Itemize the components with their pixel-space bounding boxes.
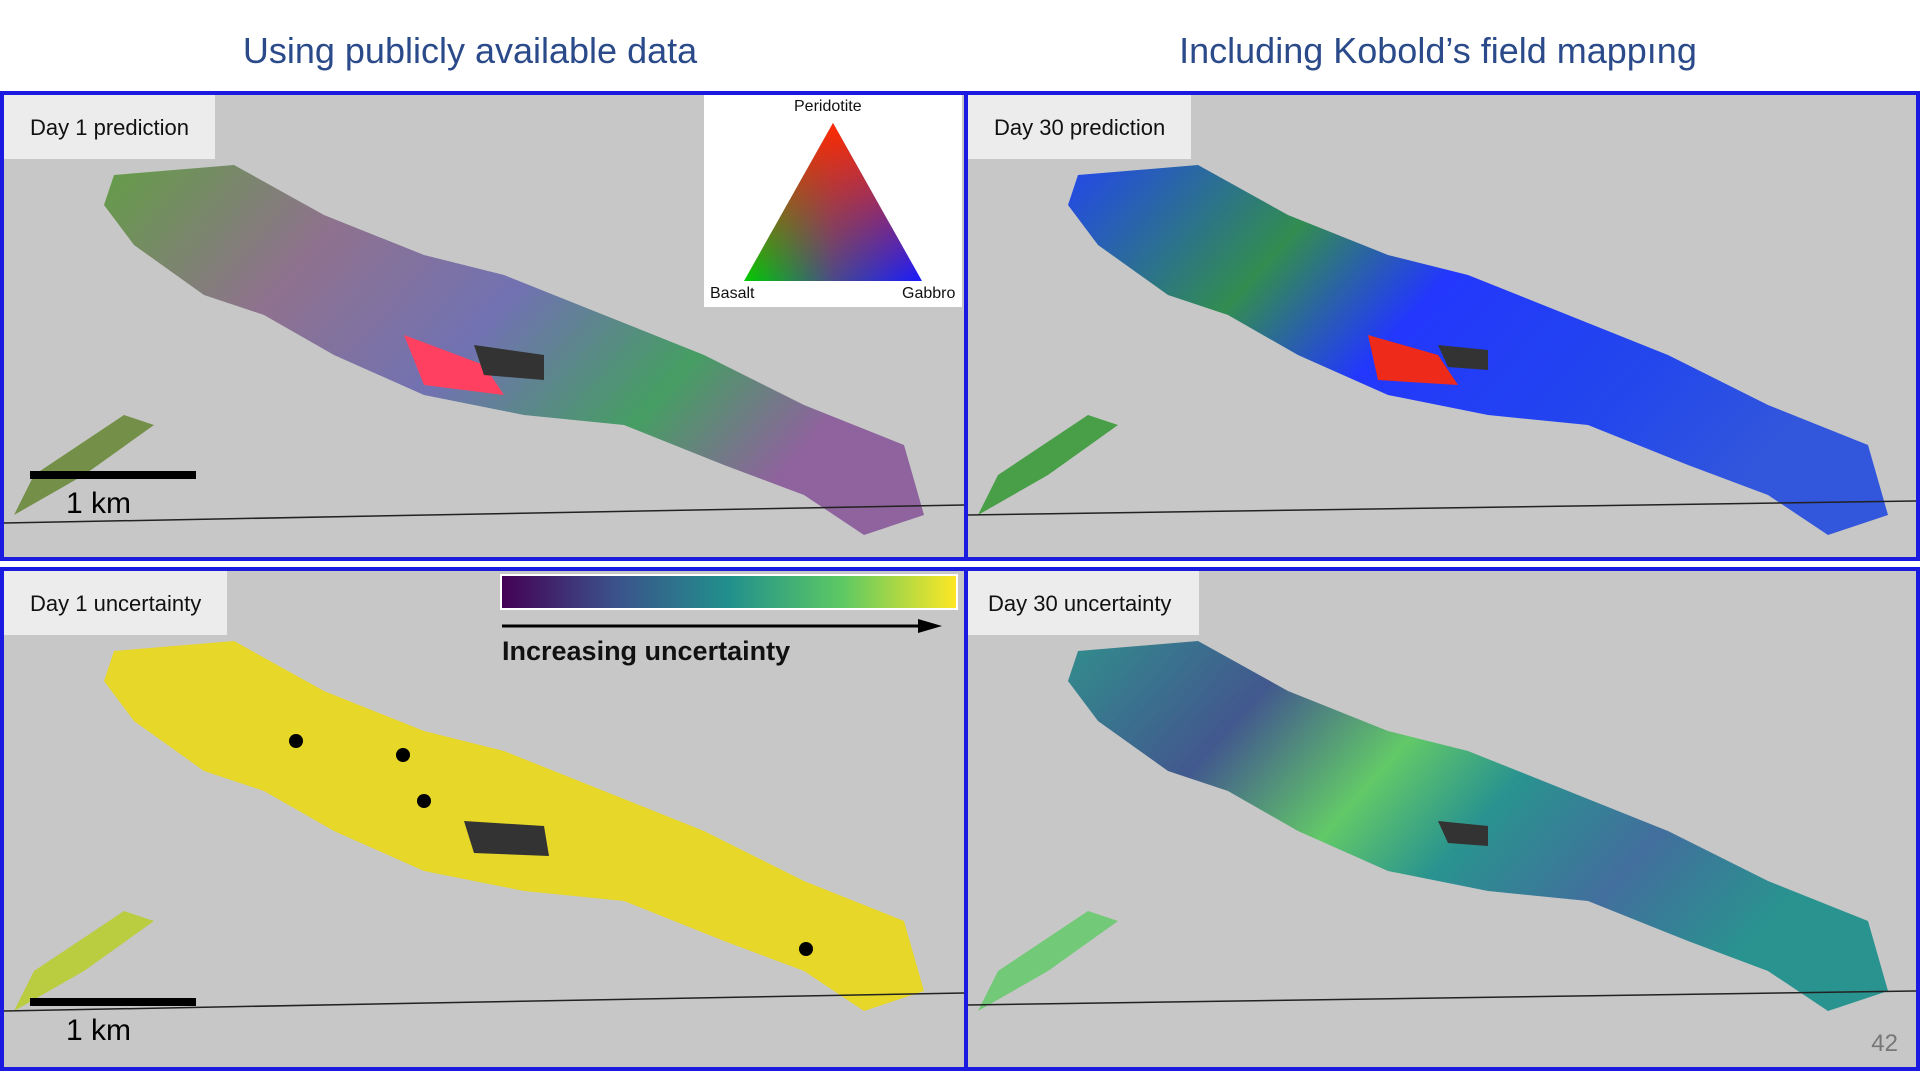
uncertainty-colorbar [500,574,958,610]
sample-point-marker [396,748,410,762]
ternary-legend: Peridotite Basalt Gabbro [704,95,962,307]
ternary-label-peridotite: Peridotite [794,98,862,115]
uncertainty-legend-label: Increasing uncertainty [502,636,791,666]
sample-point-marker [799,942,813,956]
ternary-label-basalt: Basalt [710,285,755,302]
left-column-title: Using publicly available data [242,30,698,71]
scale-bar [30,998,196,1006]
sample-point-marker [289,734,303,748]
ternary-triangle [744,123,922,281]
day1-prediction-map [4,165,964,535]
day30-prediction-panel: Day 30 prediction [964,91,1920,561]
scale-text: 1 km [66,487,132,520]
arrow-right-icon [502,619,942,633]
panel-label: Day 30 uncertainty [968,571,1200,635]
day1-uncertainty-panel: Day 1 uncertainty 1 km [0,567,968,1071]
uncertainty-legend: Increasing uncertainty [500,574,960,666]
sample-point-marker [417,794,431,808]
ternary-label-gabbro: Gabbro [902,285,956,302]
panel-label: Day 30 prediction [968,95,1192,159]
panel-label: Day 1 prediction [4,95,215,159]
panel-label: Day 1 uncertainty [4,571,228,635]
day30-uncertainty-panel: Day 30 uncertainty [964,567,1920,1071]
day30-prediction-map [968,165,1916,535]
page-number: 42 [1871,1030,1898,1057]
right-column-title: Including Kobold’s field mappıng [1179,30,1697,71]
scale-bar [30,471,196,479]
scale-text: 1 km [66,1014,132,1047]
day30-uncertainty-map [968,641,1916,1011]
day1-uncertainty-map [4,641,964,1012]
